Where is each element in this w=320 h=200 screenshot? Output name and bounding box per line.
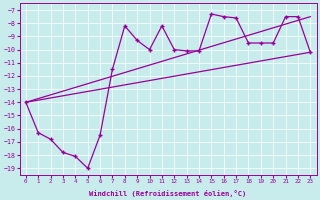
X-axis label: Windchill (Refroidissement éolien,°C): Windchill (Refroidissement éolien,°C) <box>90 190 247 197</box>
